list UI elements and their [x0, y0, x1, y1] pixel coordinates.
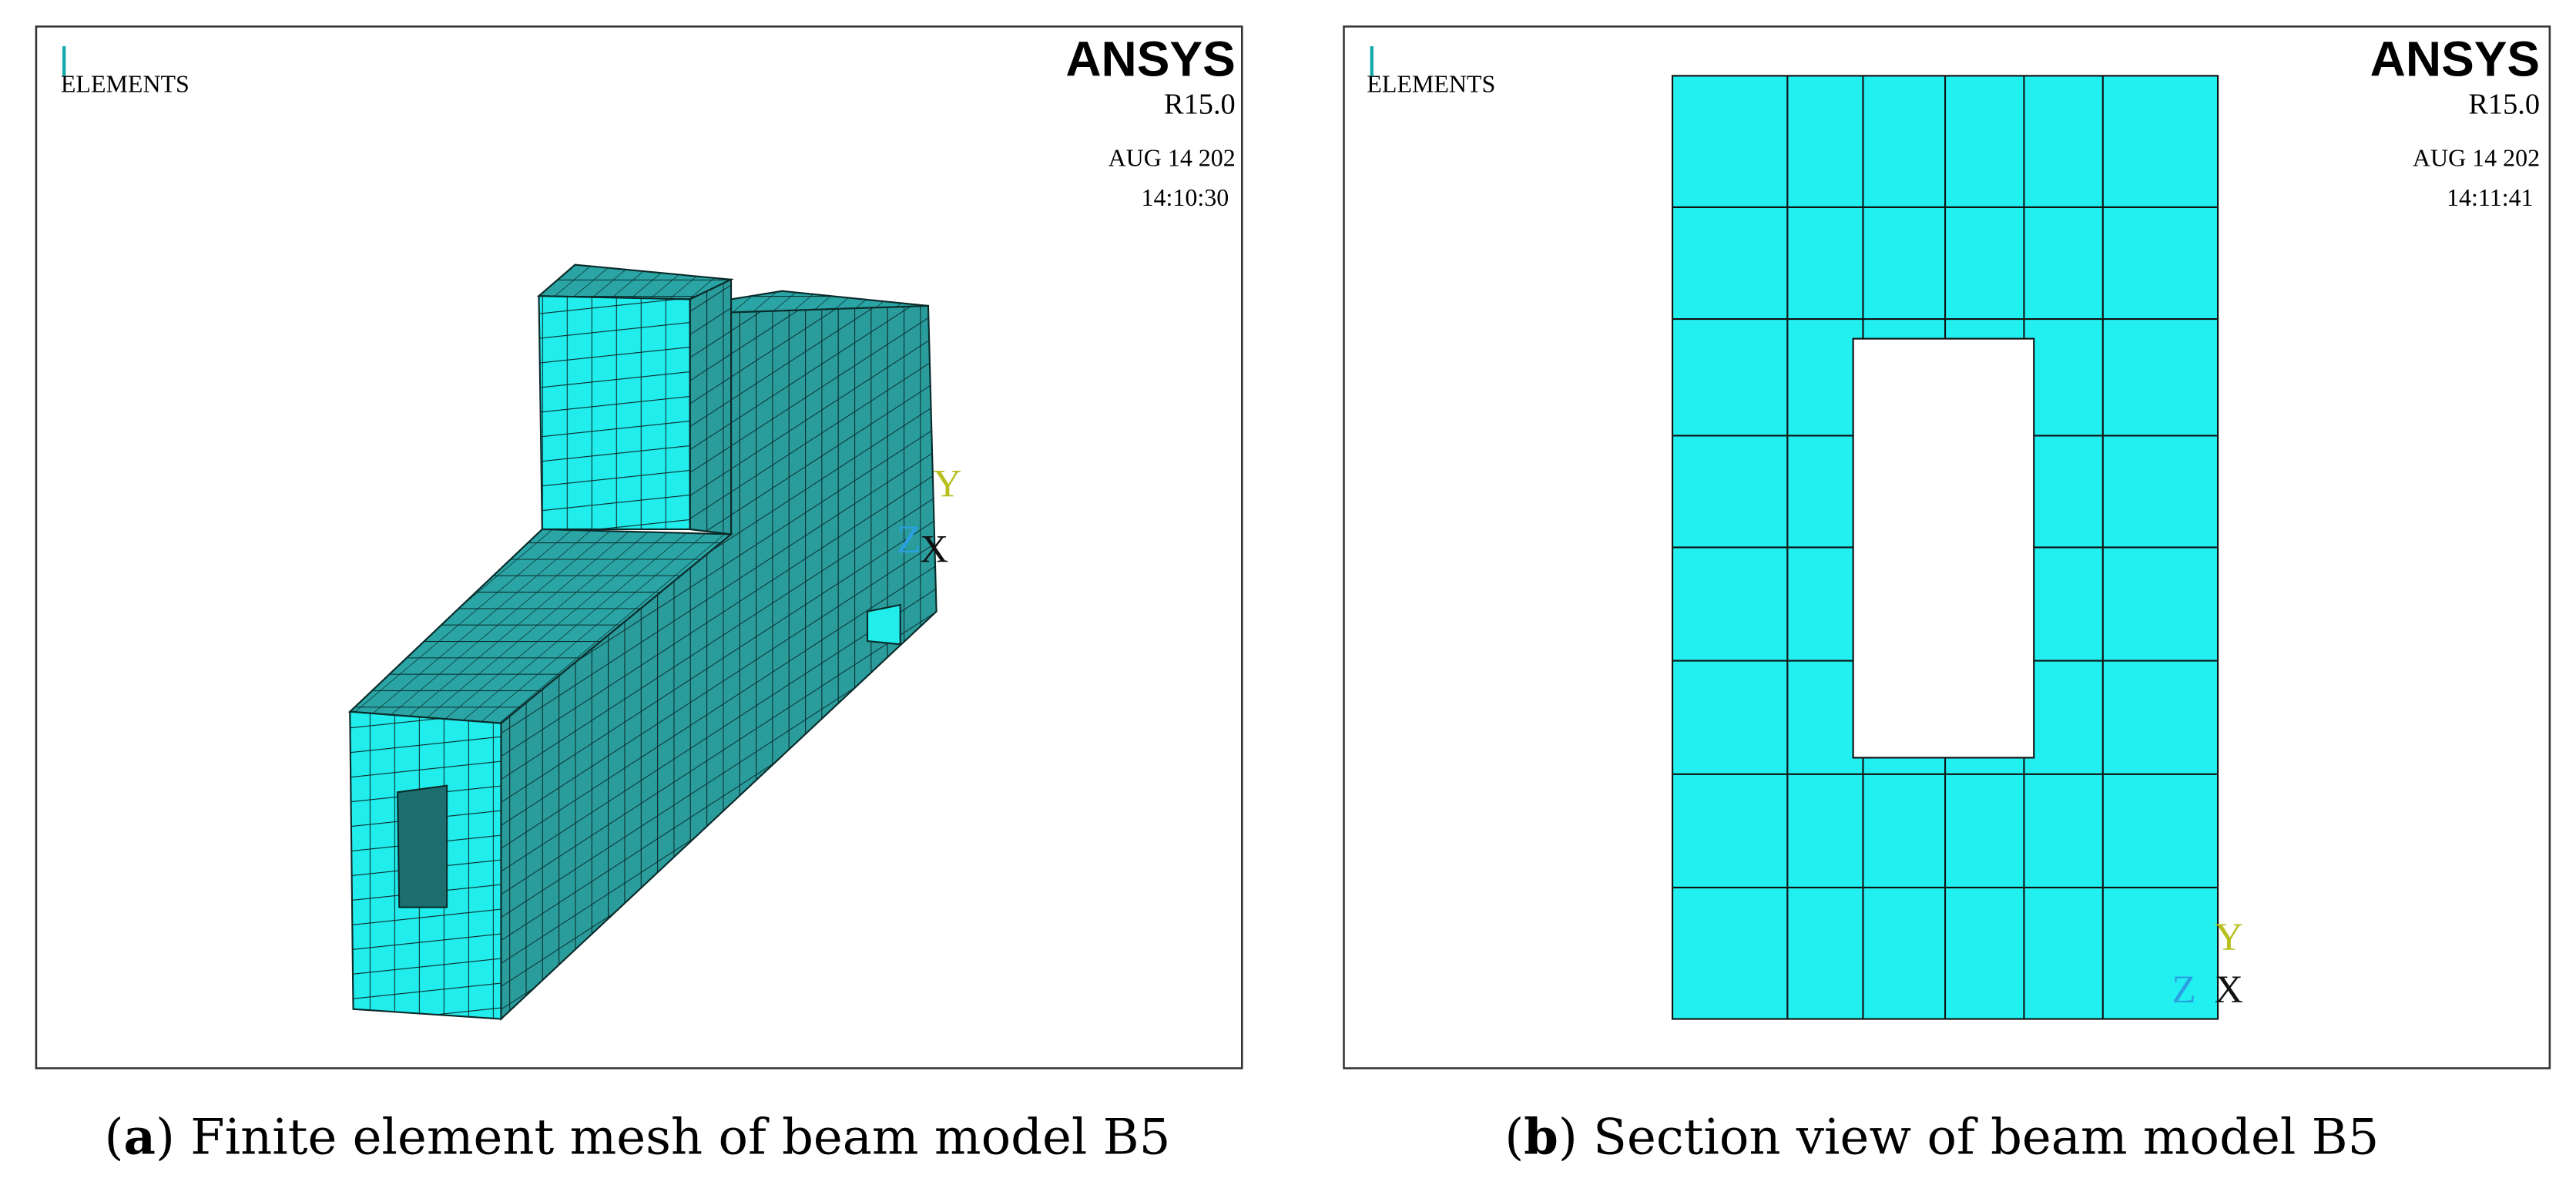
block-face [538, 295, 691, 531]
axis-x: X [920, 528, 948, 572]
panel-b: ELEMENTS ANSYS R15.0 AUG 14 202 14:11:41… [1343, 25, 2551, 1069]
view-label: ELEMENTS [61, 71, 190, 98]
time: 14:10:30 [1142, 184, 1229, 211]
caption: (a) Finite element mesh of beam model B5 [105, 1108, 1171, 1166]
caption-text: ) Finite element mesh of beam model B5 [156, 1109, 1170, 1166]
version: R15.0 [1164, 88, 1236, 120]
caption-label: b [1524, 1108, 1558, 1166]
caption-label: a [124, 1108, 156, 1166]
caption-text: ) Section view of beam model B5 [1558, 1109, 2379, 1166]
panel-a: ELEMENTS ANSYS R15.0 AUG 14 202 14:10:30… [35, 25, 1243, 1069]
caption-open: ( [1504, 1109, 1524, 1166]
caption-open: ( [105, 1109, 124, 1166]
axis-z: Z [2172, 968, 2195, 1012]
axis-y: Y [933, 462, 961, 505]
brand: ANSYS [1065, 31, 1235, 86]
support [866, 603, 901, 646]
version: R15.0 [2468, 88, 2540, 120]
end-hole [397, 784, 448, 908]
date: AUG 14 202 [2413, 145, 2540, 172]
block-side [689, 278, 733, 535]
axis-y: Y [2215, 915, 2243, 959]
axis-z: Z [897, 518, 921, 562]
time: 14:11:41 [2447, 184, 2533, 211]
view-label: ELEMENTS [1367, 71, 1495, 98]
brand: ANSYS [2370, 31, 2540, 86]
axis-x: X [2215, 968, 2243, 1012]
caption: (b) Section view of beam model B5 [1504, 1108, 2379, 1166]
date: AUG 14 202 [1109, 145, 1236, 172]
section-hole [1852, 337, 2035, 759]
